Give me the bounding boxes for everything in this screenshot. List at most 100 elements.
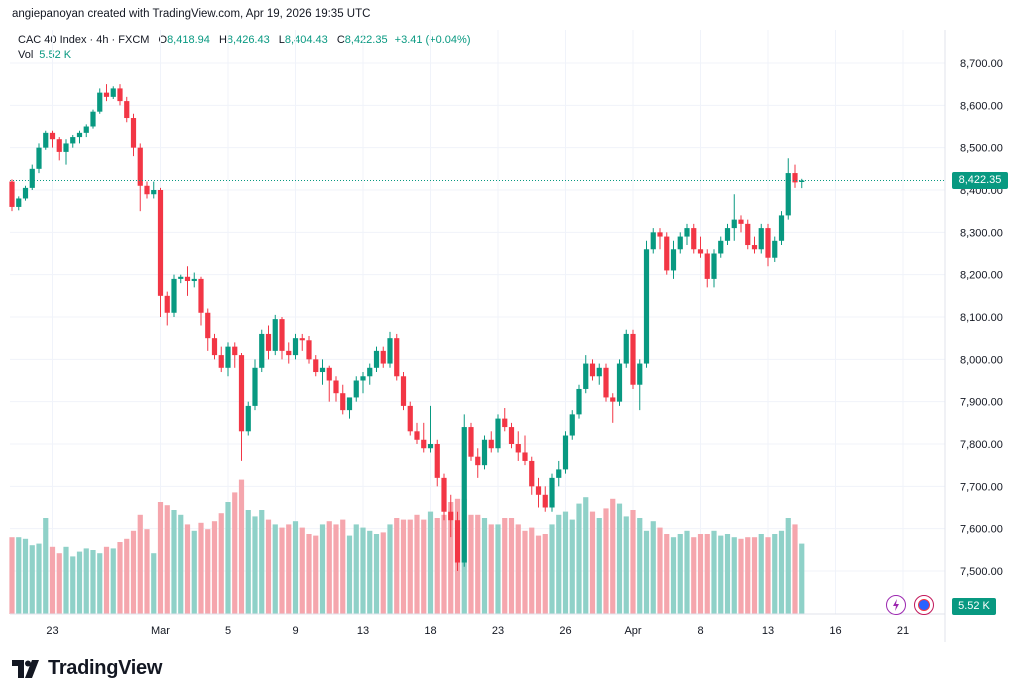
candle-body [211,338,218,356]
volume-bar [637,518,643,614]
candle [704,249,710,288]
volume-bar [448,502,454,614]
candle-body [164,295,170,313]
brand-name: TradingView [48,657,163,679]
candle [29,164,35,190]
candle [481,435,488,470]
volume-bar [502,518,508,614]
volume-bar [299,527,305,614]
candle [70,134,76,148]
candle [205,308,211,351]
candle [414,422,420,444]
volume-bar [151,553,157,614]
globe-button[interactable] [914,595,934,615]
candle [238,352,245,461]
volume-bar [380,532,386,614]
volume-bar [144,529,150,614]
candle [76,130,83,144]
candle-body [205,312,211,339]
candle [711,249,717,288]
candle-body [535,486,542,495]
volume-bar [184,524,191,614]
flash-button[interactable] [886,595,906,615]
volume-bar [778,530,785,614]
candle-body [70,137,76,144]
volume-bar [785,518,791,614]
candle [569,410,575,440]
candle-body [387,338,393,364]
volume-bar [205,529,211,614]
candle-body [90,111,96,127]
candle-body [731,219,737,229]
volume-bar [400,519,407,614]
volume-bar [164,505,170,614]
volume-bar [792,524,798,614]
attribution-text: angiepanoyan created with TradingView.co… [12,8,371,20]
tradingview-brand[interactable]: TradingView [12,657,162,680]
candle-body [130,118,137,148]
volume-bar [731,537,737,614]
candle-body [22,187,29,199]
volume-bar [583,497,589,614]
candle-body [718,240,724,254]
high-value: 8,426.43 [226,34,270,46]
candle [691,223,697,254]
candle-body [259,333,265,368]
candle-body [508,427,515,444]
x-tick-label: 23 [46,625,58,637]
volume-bar [178,514,184,614]
candle-body [286,350,292,356]
candle-body [549,477,555,508]
candle [279,317,285,360]
volume-bar [22,538,29,614]
y-tick-label: 7,600.00 [960,524,1003,536]
volume-bar [238,479,245,614]
candle [765,223,771,267]
volume-bar [211,521,218,614]
volume-bar [522,530,528,614]
candle-body [691,228,697,250]
volume-bar [218,513,224,614]
volume-bar [751,537,758,614]
candle [623,329,629,368]
volume-bar [259,510,265,614]
candle-body [765,228,771,258]
candle-body [468,427,474,457]
volume-label[interactable]: Vol [18,49,34,61]
x-tick-label: 13 [357,625,369,637]
candle-body [630,333,636,385]
candle [346,397,353,419]
candle [9,179,15,212]
candle [515,431,521,461]
y-tick-label: 8,500.00 [960,143,1003,155]
volume-bar [70,556,76,614]
candle [90,109,96,129]
volume-bar [421,519,427,614]
candle [583,355,589,394]
candle-body [49,132,56,140]
candle [56,137,62,161]
volume-bar [529,527,535,614]
candle [731,194,737,241]
candle-body [542,494,548,508]
candle-body [650,232,656,250]
volume-bar [596,518,602,614]
x-tick-label: 23 [492,625,504,637]
volume-bar [772,534,778,614]
candle [400,372,407,411]
candle [677,232,683,254]
volume-bar [292,521,299,614]
volume-bar [468,514,474,614]
symbol-name[interactable]: CAC 40 Index · 4h · FXCM [18,34,150,46]
candle-body [515,444,521,453]
candle [745,219,751,250]
candle [697,236,704,258]
candle-body [151,190,157,195]
open-label: O [158,34,168,46]
candle [468,422,474,461]
candle-body [475,456,481,466]
volume-bar [110,548,116,614]
tradingview-logo-icon [12,659,39,678]
candle-body [225,346,231,368]
